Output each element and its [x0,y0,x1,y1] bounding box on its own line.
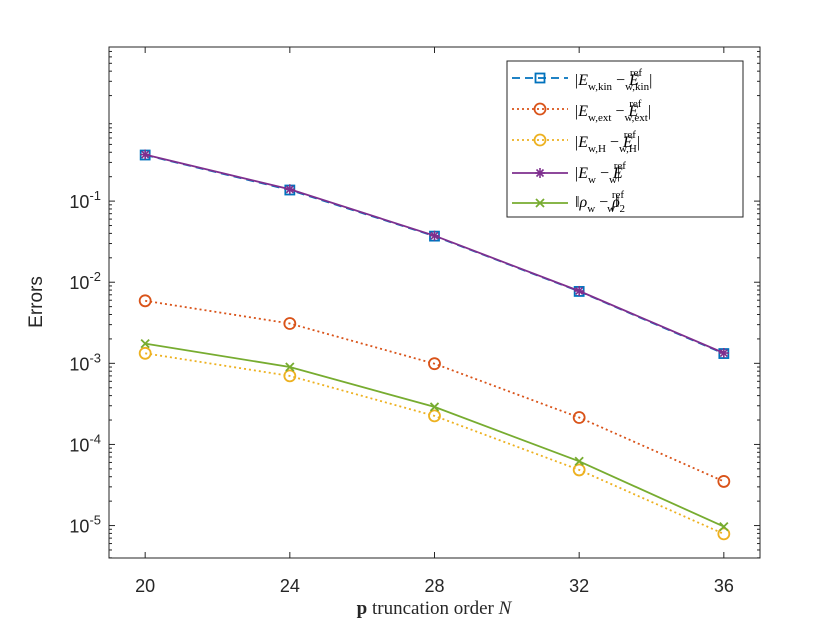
series-line-1 [145,299,725,483]
series-line-2 [145,352,725,535]
y-axis-label: Errors [26,276,47,328]
series-1-point-3 [572,411,586,424]
legend: |Ew,kin − Eref w,kin| |Ew,ext − Eref w,ext… [506,60,744,218]
legend-sample-marker-3 [535,168,545,178]
x-axis-label: p truncation order N [357,598,513,619]
series-3-point-1 [284,184,295,195]
legend-sample-marker-1 [533,102,547,116]
y-tick-label-3: 10-2 [69,269,101,293]
y-tick-label-4: 10-1 [69,188,101,212]
series-1-point-1 [283,317,297,330]
series-1-point-4 [717,475,731,488]
series-1 [138,294,731,488]
series-4-point-3 [574,456,584,466]
series-4-point-2 [429,402,440,412]
legend-entry-1: |Ew,ext − Eref w,ext| [575,98,651,124]
series-4-point-4 [719,521,729,532]
series-3 [140,149,729,359]
series-2-point-3 [572,463,586,477]
y-tick-label-2: 10-3 [69,350,101,374]
series-2-point-2 [428,409,441,423]
y-tick-label-0: 10-5 [69,513,101,537]
legend-entry-2: |Ew,H − Eref w,H| [575,129,640,155]
legend-entry-4: ‖ρw − ρref w‖2 [575,189,625,215]
series-2-point-4 [717,527,731,541]
series-3-point-4 [718,348,729,359]
series-2-point-0 [138,346,152,360]
axis-ticks: 20 24 28 32 36 10-5 10-4 10-3 10-2 10-1 [69,47,760,596]
x-axis-label-bold: p [357,598,368,619]
y-tick-label-1: 10-4 [69,431,101,455]
legend-sample-marker-2 [533,133,547,147]
x-tick-label-1: 24 [280,576,300,596]
series-4 [140,338,729,532]
series-1-point-2 [428,357,441,371]
series-2 [138,346,731,541]
series-2-point-1 [283,369,297,383]
x-tick-label-0: 20 [135,576,155,596]
series-1-point-0 [138,294,152,308]
legend-entry-3: |Ew − Eref w| [575,160,626,186]
legend-entry-0: |Ew,kin − Eref w,kin| [575,67,652,93]
series-4-point-1 [285,362,295,372]
legend-samples [512,72,568,208]
series-3-point-0 [140,149,151,160]
series-marks [138,149,731,541]
x-tick-label-2: 28 [424,576,444,596]
series-3-point-3 [574,285,585,296]
legend-box [506,60,744,218]
series-3-point-2 [429,230,440,241]
x-axis-label-italic: N [498,598,513,619]
x-tick-label-3: 32 [569,576,589,596]
legend-sample-marker-4 [535,198,545,208]
legend-sample-marker-0 [534,72,546,84]
series-4-point-0 [140,338,150,349]
x-tick-label-4: 36 [714,576,734,596]
x-axis-label-middle: truncation order [367,598,498,619]
